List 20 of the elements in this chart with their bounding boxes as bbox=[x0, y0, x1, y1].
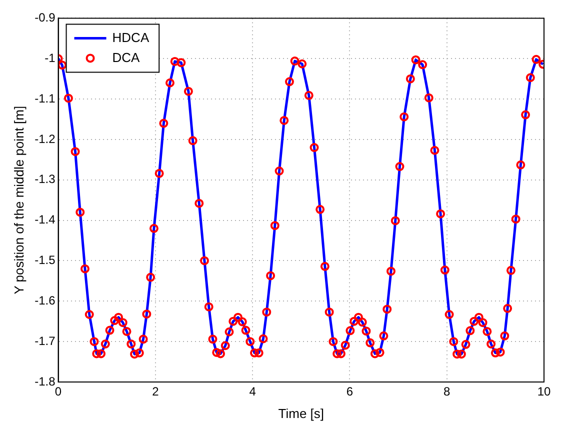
y-tick-label: -1.5 bbox=[34, 253, 56, 268]
y-tick-label: -0.9 bbox=[34, 10, 56, 25]
y-tick-label: -1.8 bbox=[34, 374, 56, 388]
x-tick-label: 2 bbox=[152, 384, 160, 399]
y-tick-label: -1 bbox=[44, 50, 56, 65]
legend-label: HDCA bbox=[112, 30, 150, 45]
y-tick-label: -1.4 bbox=[34, 212, 56, 227]
x-tick-label: 4 bbox=[249, 384, 256, 399]
y-tick-label: -1.1 bbox=[34, 91, 56, 106]
y-axis-title: Y position of the middle point [m] bbox=[11, 106, 26, 294]
legend-label: DCA bbox=[112, 50, 140, 65]
y-tick-label: -1.3 bbox=[34, 172, 56, 186]
x-tick-label: 6 bbox=[346, 384, 354, 399]
y-tick-label: -1.6 bbox=[34, 293, 56, 308]
y-tick-label: -1.7 bbox=[34, 334, 56, 348]
x-tick-label: 0 bbox=[54, 384, 62, 399]
x-axis-title: Time [s] bbox=[278, 406, 324, 421]
x-tick-label: 10 bbox=[537, 384, 551, 399]
x-tick-label: 8 bbox=[444, 384, 451, 399]
y-tick-label: -1.2 bbox=[34, 132, 56, 146]
